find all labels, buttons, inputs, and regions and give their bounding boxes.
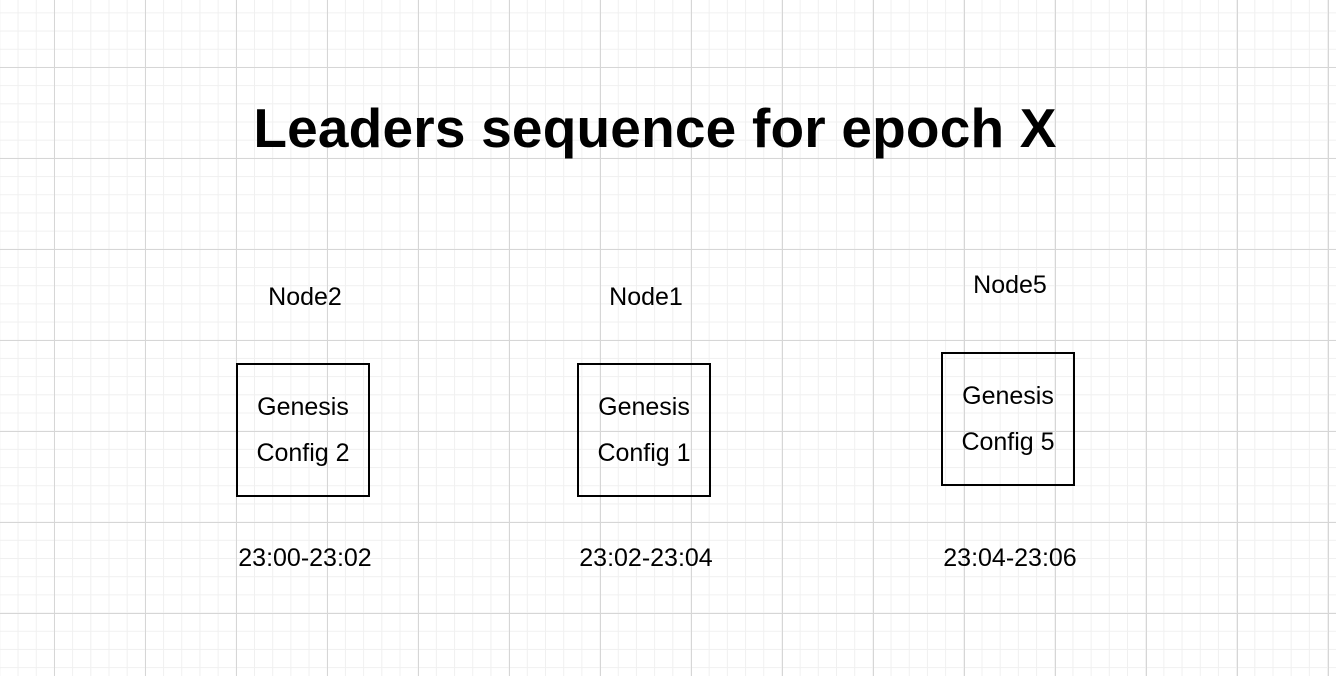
genesis-config-box-line1: Genesis	[962, 382, 1054, 410]
genesis-config-box-line2: Config 1	[597, 439, 691, 467]
leader-node-label-2: Node1	[609, 283, 683, 311]
genesis-config-box-1: Genesis Config 2	[236, 363, 370, 497]
leader-node-label-1: Node2	[268, 283, 342, 311]
genesis-config-box-3: Genesis Config 5	[941, 352, 1075, 486]
genesis-config-box-line1: Genesis	[257, 393, 349, 421]
leader-time-slot-2: 23:02-23:04	[579, 544, 713, 572]
genesis-config-box-line2: Config 5	[961, 428, 1055, 456]
leader-node-label-3: Node5	[973, 271, 1047, 299]
genesis-config-box-line2: Config 2	[256, 439, 350, 467]
genesis-config-box-2: Genesis Config 1	[577, 363, 711, 497]
genesis-config-box-line1: Genesis	[598, 393, 690, 421]
diagram-title: Leaders sequence for epoch X	[253, 97, 1057, 159]
leader-time-slot-3: 23:04-23:06	[943, 544, 1077, 572]
leader-time-slot-1: 23:00-23:02	[238, 544, 372, 572]
